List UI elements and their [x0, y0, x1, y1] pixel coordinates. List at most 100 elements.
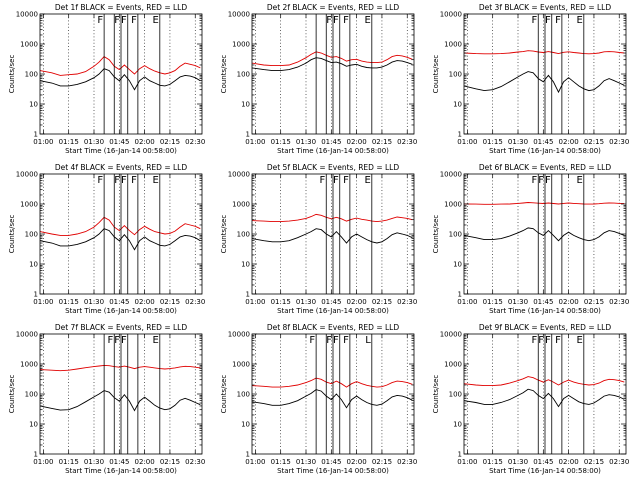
event-marker-label: E	[152, 175, 158, 186]
x-tick-label: 01:00	[245, 138, 265, 146]
y-axis-label: Counts/sec	[220, 375, 228, 414]
y-tick-label: 1000	[20, 361, 38, 369]
x-tick-label: 01:45	[109, 458, 129, 466]
event-marker-label: F	[97, 175, 103, 186]
event-marker-label: F	[121, 335, 127, 346]
detector-panel-2: Det 2f BLACK = Events, RED = LLD F F F E 01:0…	[220, 3, 417, 155]
event-marker-label: F	[97, 15, 103, 26]
x-tick-label: 01:00	[33, 458, 53, 466]
x-tick-label: 02:00	[347, 138, 367, 146]
x-tick-label: 01:00	[33, 298, 53, 306]
detector-panel-6: Det 6f BLACK = Events, RED = LLD F F F E 01:0…	[432, 163, 629, 315]
y-axis-label: Counts/sec	[220, 215, 228, 254]
x-axis-label: Start Time (16-Jan-14 00:58:00)	[277, 147, 389, 155]
x-tick-label: 02:30	[609, 138, 629, 146]
x-tick-label: 02:30	[185, 458, 205, 466]
y-tick-label: 10	[29, 101, 38, 109]
lld-series-line	[251, 377, 413, 388]
event-marker-label: F	[531, 175, 537, 186]
panel-title: Det 9f BLACK = Events, RED = LLD	[479, 323, 612, 332]
x-tick-label: 01:15	[59, 298, 79, 306]
event-marker-label: F	[107, 335, 113, 346]
x-tick-label: 01:15	[271, 458, 291, 466]
x-axis-label: Start Time (16-Jan-14 00:58:00)	[489, 147, 601, 155]
y-tick-label: 10000	[228, 331, 250, 339]
x-tick-label: 01:30	[296, 138, 316, 146]
event-marker-label: E	[152, 335, 158, 346]
x-tick-label: 02:30	[609, 458, 629, 466]
event-marker-label: F	[309, 335, 315, 346]
y-tick-label: 10	[453, 261, 462, 269]
event-marker-label: L	[365, 335, 371, 346]
x-tick-label: 02:30	[397, 298, 417, 306]
events-series-line	[463, 227, 625, 242]
x-tick-label: 01:00	[245, 458, 265, 466]
y-tick-label: 10000	[228, 171, 250, 179]
x-tick-label: 02:30	[397, 138, 417, 146]
y-tick-label: 10	[453, 421, 462, 429]
panel-title: Det 8f BLACK = Events, RED = LLD	[267, 323, 400, 332]
y-tick-label: 1000	[232, 41, 250, 49]
x-tick-label: 02:15	[584, 138, 604, 146]
x-axis-label: Start Time (16-Jan-14 00:58:00)	[65, 307, 177, 315]
x-tick-label: 02:00	[559, 298, 579, 306]
event-marker-label: F	[114, 15, 120, 26]
x-tick-label: 02:00	[135, 138, 155, 146]
event-marker-label: E	[576, 15, 582, 26]
y-tick-label: 1	[246, 131, 250, 139]
x-tick-label: 01:15	[59, 458, 79, 466]
events-series-line	[251, 57, 413, 72]
y-tick-label: 1000	[444, 361, 462, 369]
y-tick-label: 10	[29, 261, 38, 269]
event-marker-label: F	[121, 15, 127, 26]
y-tick-label: 1000	[232, 361, 250, 369]
x-tick-label: 02:15	[372, 298, 392, 306]
x-tick-label: 01:30	[84, 298, 104, 306]
x-tick-label: 02:00	[559, 138, 579, 146]
event-marker-label: F	[545, 335, 551, 346]
x-tick-label: 01:15	[271, 298, 291, 306]
x-tick-label: 01:00	[33, 138, 53, 146]
event-marker-label: F	[326, 15, 332, 26]
y-tick-label: 100	[237, 231, 250, 239]
y-axis-label: Counts/sec	[8, 55, 16, 94]
x-tick-label: 01:30	[508, 458, 528, 466]
y-tick-label: 100	[449, 71, 462, 79]
x-tick-label: 01:00	[245, 298, 265, 306]
panel-title: Det 6f BLACK = Events, RED = LLD	[479, 163, 612, 172]
y-tick-label: 10000	[440, 171, 462, 179]
event-marker-label: F	[555, 15, 561, 26]
y-tick-label: 1	[34, 291, 38, 299]
y-tick-label: 100	[25, 391, 38, 399]
x-tick-label: 02:00	[559, 458, 579, 466]
x-tick-label: 02:00	[135, 458, 155, 466]
y-tick-label: 10	[29, 421, 38, 429]
x-tick-label: 01:45	[321, 458, 341, 466]
x-tick-label: 02:30	[397, 458, 417, 466]
y-tick-label: 1	[34, 451, 38, 459]
event-marker-label: F	[545, 175, 551, 186]
y-tick-label: 100	[237, 71, 250, 79]
y-tick-label: 1	[458, 451, 462, 459]
y-tick-label: 1000	[20, 201, 38, 209]
event-marker-label: F	[131, 175, 137, 186]
event-marker-label: F	[333, 335, 339, 346]
events-series-line	[251, 228, 413, 244]
x-tick-label: 01:15	[59, 138, 79, 146]
y-tick-label: 10	[241, 101, 250, 109]
event-marker-label: F	[114, 335, 120, 346]
event-marker-label: E	[152, 15, 158, 26]
y-axis-label: Counts/sec	[8, 375, 16, 414]
x-tick-label: 01:30	[84, 138, 104, 146]
x-tick-label: 02:30	[185, 138, 205, 146]
event-marker-label: F	[545, 15, 551, 26]
event-marker-label: F	[319, 175, 325, 186]
x-tick-label: 02:30	[185, 298, 205, 306]
y-tick-label: 1000	[444, 41, 462, 49]
